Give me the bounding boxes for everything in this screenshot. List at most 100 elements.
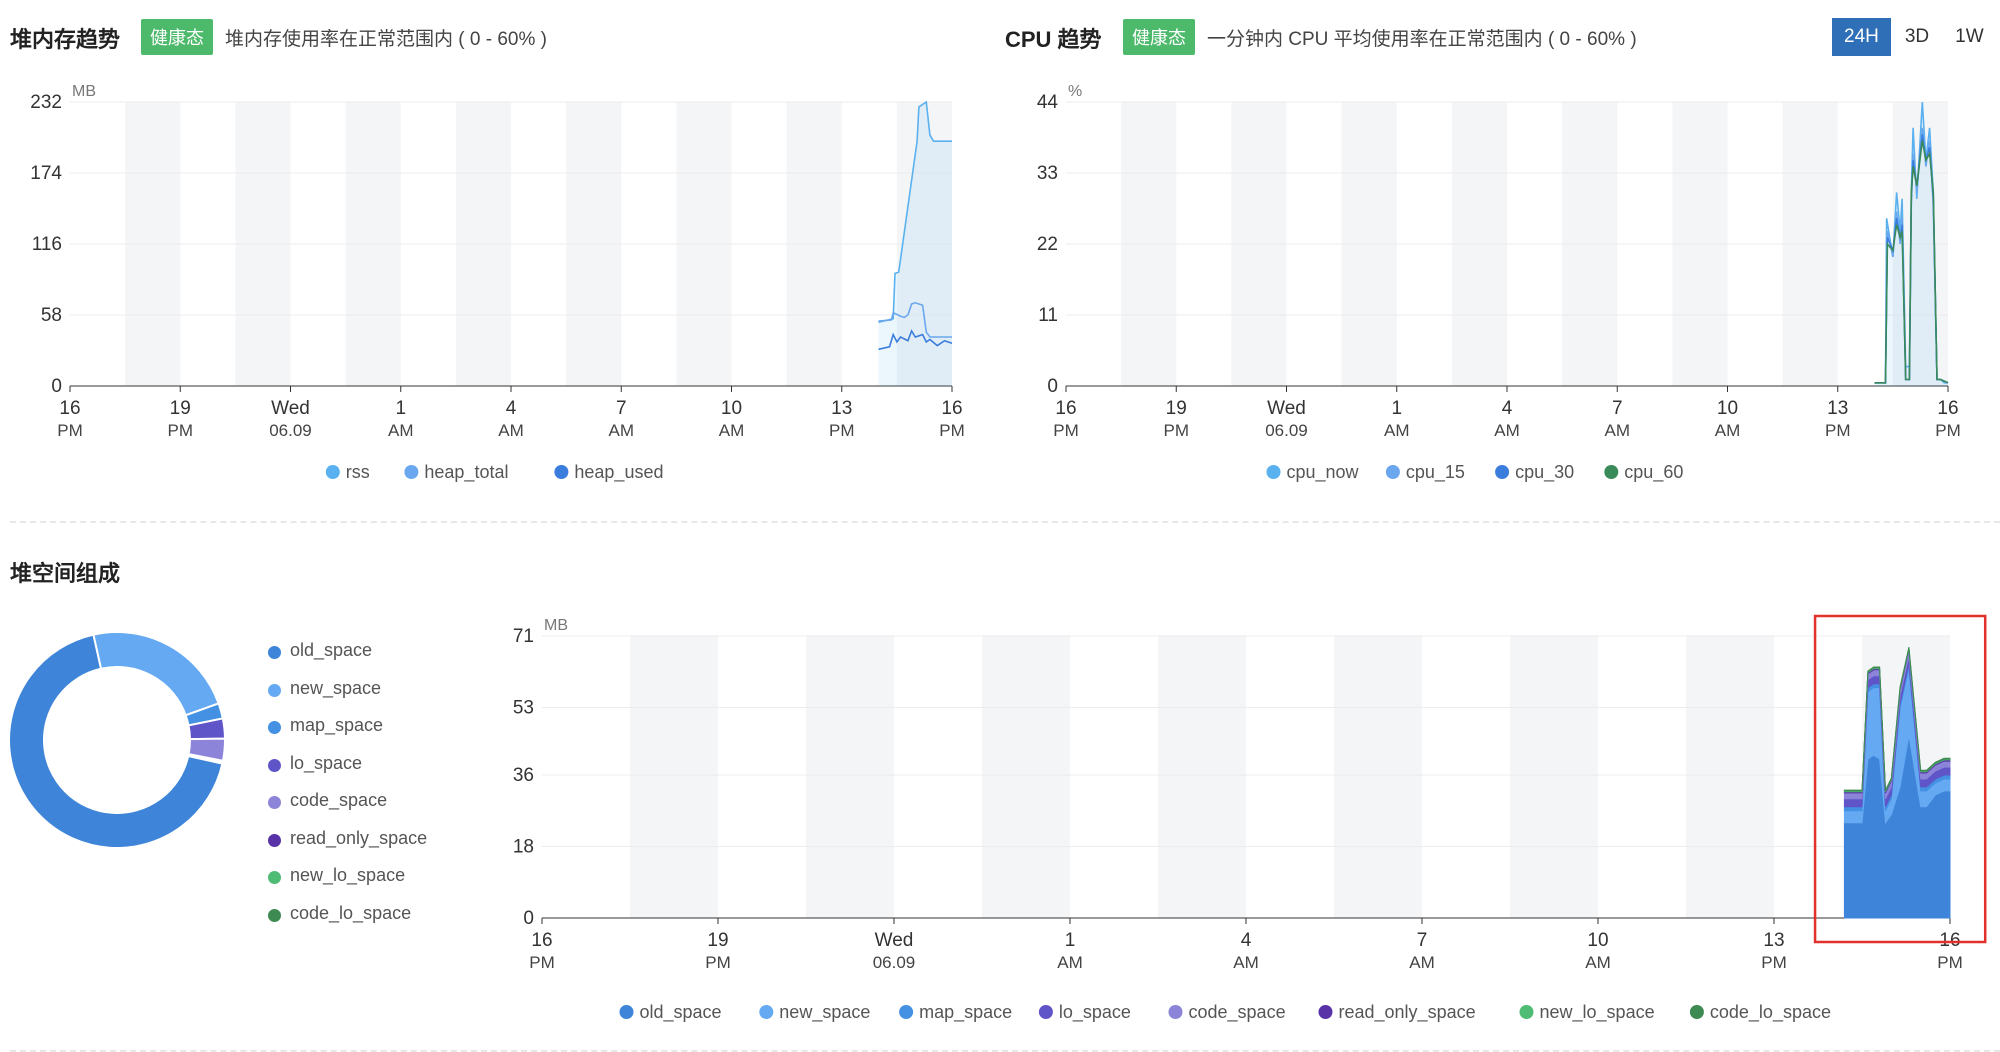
legend-label: read_only_space [290, 827, 428, 848]
x-tick-label: Wed [271, 398, 310, 419]
background-band [806, 636, 894, 918]
heap-donut-chart [8, 631, 227, 849]
legend-label: new_lo_space [1540, 1002, 1655, 1023]
legend-label: map_space [290, 715, 384, 735]
legend-marker [1385, 465, 1400, 479]
time-range-selector: 24H 3D 1W [1830, 18, 1996, 56]
legend-label: old_space [640, 1002, 722, 1023]
x-tick-sublabel: PM [1825, 421, 1851, 440]
x-tick-sublabel: PM [939, 421, 965, 440]
legend-label: rss [346, 462, 370, 482]
legend-item-heap-used[interactable]: heap_used [554, 462, 663, 483]
y-tick-label: 174 [30, 163, 62, 184]
legend-item-map-space[interactable]: map_space [899, 1002, 1012, 1023]
legend-item-code-space[interactable]: code_space [1168, 1002, 1286, 1023]
range-1w-button[interactable]: 1W [1955, 26, 1984, 47]
cpu-status-badge: 健康态 [1123, 19, 1195, 55]
legend-marker [325, 465, 340, 479]
legend-marker [1266, 465, 1281, 479]
x-tick-label: 13 [1763, 930, 1784, 951]
legend-marker [268, 721, 281, 734]
legend-item-old-space[interactable]: old_space [619, 1002, 722, 1023]
legend-label: read_only_space [1339, 1002, 1476, 1023]
y-tick-label: 0 [1047, 376, 1058, 397]
legend-marker [268, 758, 281, 772]
legend-label: cpu_now [1287, 462, 1360, 483]
legend-item-code-lo-space[interactable]: code_lo_space [1689, 1002, 1831, 1023]
x-tick-label: 7 [1612, 398, 1623, 419]
y-tick-label: 44 [1037, 92, 1059, 113]
legend-marker [759, 1005, 774, 1019]
x-tick-sublabel: PM [168, 421, 194, 440]
y-tick-label: 22 [1037, 234, 1058, 255]
series-line-rss [878, 100, 952, 324]
donut-slice-new-space [92, 631, 220, 717]
legend-item-cpu-15[interactable]: cpu_15 [1385, 462, 1465, 483]
legend-item-cpu-30[interactable]: cpu_30 [1495, 462, 1574, 483]
x-tick-sublabel: AM [1384, 421, 1410, 440]
legend-item-cpu-60[interactable]: cpu_60 [1604, 462, 1683, 483]
legend-item-read-only-space[interactable]: read_only_space [1318, 1002, 1476, 1023]
x-tick-label: 4 [506, 398, 517, 419]
donut-legend-item-old-space[interactable]: old_space [268, 640, 427, 678]
donut-legend-item-code-space[interactable]: code_space [268, 790, 427, 828]
y-tick-label: 11 [1038, 305, 1058, 326]
x-tick-sublabel: PM [529, 953, 555, 972]
x-tick-sublabel: 06.09 [873, 953, 916, 972]
legend-item-rss[interactable]: rss [325, 462, 370, 482]
x-tick-label: 7 [1417, 930, 1428, 951]
legend-item-new-lo-space[interactable]: new_lo_space [1519, 1002, 1655, 1023]
legend-marker [1318, 1005, 1333, 1019]
donut-legend-item-code-lo-space[interactable]: code_lo_space [268, 903, 427, 941]
range-3d-button[interactable]: 3D [1904, 26, 1930, 47]
x-tick-sublabel: AM [1057, 953, 1083, 972]
legend-item-lo-space[interactable]: lo_space [1038, 1002, 1131, 1023]
legend-item-cpu-now[interactable]: cpu_now [1266, 462, 1360, 483]
y-tick-label: 18 [513, 837, 534, 858]
x-tick-label: 10 [721, 398, 742, 419]
background-band [1334, 636, 1422, 918]
y-unit-label: MB [72, 83, 96, 100]
legend-label: new_space [290, 677, 382, 698]
x-tick-label: 13 [831, 398, 852, 419]
x-tick-sublabel: PM [1935, 421, 1961, 440]
x-tick-sublabel: PM [829, 421, 855, 440]
donut-legend-item-new-lo-space[interactable]: new_lo_space [268, 865, 427, 903]
legend-label: lo_space [1059, 1002, 1131, 1023]
x-tick-sublabel: AM [498, 421, 524, 440]
legend-label: old_space [290, 640, 373, 660]
legend-label: heap_used [574, 462, 663, 483]
y-tick-label: 0 [51, 376, 62, 397]
legend-label: map_space [919, 1002, 1012, 1023]
legend-label: heap_total [424, 462, 508, 483]
donut-legend-item-new-space[interactable]: new_space [268, 678, 427, 716]
donut-legend-item-lo-space[interactable]: lo_space [268, 753, 427, 791]
background-band [1158, 636, 1246, 918]
memory-status-desc: 堆内存使用率在正常范围内 ( 0 - 60% ) [225, 29, 547, 50]
background-band [1686, 636, 1774, 918]
y-tick-label: 53 [513, 697, 534, 718]
memory-status-badge: 健康态 [141, 19, 213, 55]
x-tick-label: 1 [395, 398, 406, 419]
donut-legend-item-map-space[interactable]: map_space [268, 715, 427, 753]
x-tick-sublabel: PM [57, 421, 83, 440]
x-tick-label: 7 [616, 398, 627, 419]
x-tick-sublabel: AM [388, 421, 414, 440]
x-tick-label: 10 [1717, 398, 1738, 419]
legend-label: code_space [1189, 1002, 1286, 1023]
cpu-status-desc: 一分钟内 CPU 平均使用率在正常范围内 ( 0 - 60% ) [1207, 29, 1637, 50]
series-line-cpu-60 [1874, 140, 1949, 384]
legend-marker [268, 908, 281, 922]
legend-label: cpu_15 [1406, 462, 1465, 483]
y-tick-label: 58 [41, 305, 62, 326]
heap-donut-legend: old_space new_space map_space lo_space code_… [268, 640, 427, 940]
x-tick-label: 16 [59, 398, 80, 419]
donut-legend-item-read-only-space[interactable]: read_only_space [268, 828, 427, 866]
legend-marker [268, 683, 281, 697]
x-tick-label: 16 [531, 930, 552, 951]
legend-item-heap-total[interactable]: heap_total [404, 462, 508, 483]
x-tick-sublabel: AM [609, 421, 635, 440]
legend-item-new-space[interactable]: new_space [759, 1002, 870, 1023]
range-24h-button[interactable]: 24H [1832, 18, 1891, 56]
cpu-trend-chart: 0 11 22 33 44% 16 PM 19 PM Wed 06.09 1 AM 4 AM 7 AM 10 AM 1… [1037, 83, 1961, 483]
